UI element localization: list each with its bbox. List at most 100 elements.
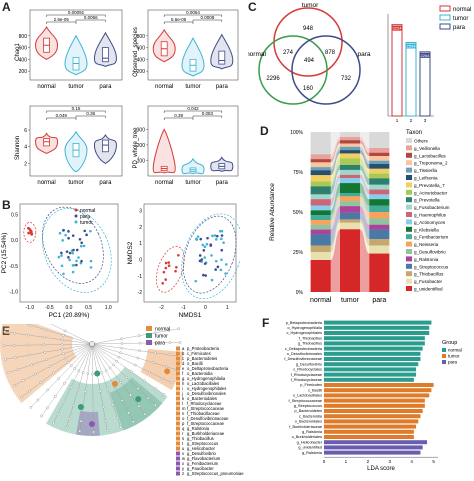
clado-item-code-k: k [182, 396, 185, 401]
setbar-xtick-2: 3 [424, 118, 427, 123]
abundance-legend-key-11 [406, 219, 412, 225]
nmds-point-para [199, 237, 203, 241]
setbar-legend-key-para [439, 23, 451, 30]
abundance-legend-key-4 [406, 167, 412, 173]
violin-xlabel-normal-2: normal [37, 180, 55, 186]
abundance-legend-key-20 [406, 286, 412, 291]
clado-node [130, 370, 133, 373]
clado-item-key-d [176, 361, 180, 366]
lda-label-10: f_Rhodocyclaceae [291, 373, 322, 377]
pca-point-tumor [58, 231, 62, 235]
violin-ylabel-0: Chao1 [15, 43, 21, 61]
abundance-bar-normal-14 [310, 220, 331, 225]
violin-ylabel-2: Shannon [15, 136, 21, 160]
nmds-ytick-2: 0 [139, 258, 142, 264]
clado-item-z: g_Streptococcus_pneumoniae [187, 471, 244, 476]
abundance-bar-para-4 [369, 160, 390, 164]
pca-legend-para: para [80, 214, 90, 220]
panel-label-b: B [2, 198, 11, 212]
venn-region-normal_only: 2296 [266, 76, 280, 82]
pca-xtick-3: 0.5 [85, 305, 92, 311]
violin-tumor-0 [64, 34, 88, 76]
clado-sector-normal-b [140, 348, 184, 390]
clado-node [167, 329, 171, 332]
clado-item-h: o_Lactobacillales [187, 381, 219, 386]
lda-bar-13 [324, 388, 432, 393]
abundance-bar-para-13 [369, 205, 390, 212]
abundance-legend-key-7 [406, 189, 412, 195]
pca-point-para [62, 228, 65, 232]
clado-node [62, 352, 65, 356]
clado-item-code-o: o [182, 416, 185, 421]
clado-node [138, 349, 141, 352]
abundance-legend-key-15 [406, 249, 412, 254]
lda-label-6: o_Desulfovibrionales [287, 352, 322, 356]
abundance-bar-normal-19 [310, 252, 331, 260]
clado-legend-normal: normal [155, 327, 170, 333]
pval-bracket-2-0 [46, 117, 77, 120]
abundance-bar-para-8 [369, 178, 390, 185]
clado-branch [66, 343, 93, 429]
clado-item-w: g_Flavobacterium [187, 456, 221, 461]
venn-label-para: para [357, 51, 370, 58]
clado-item-code-s: s [182, 436, 184, 441]
abundance-legend-key-9 [406, 204, 412, 210]
pval-label-3-0: 0.39 [174, 113, 183, 118]
clado-item-key-o [176, 416, 180, 421]
nmds-point-para [202, 273, 205, 277]
pval-label-2-0: 0.049 [56, 113, 68, 118]
abundance-bar-normal-16 [310, 229, 331, 235]
abundance-bar-tumor-6 [340, 153, 360, 159]
lda-label-25: g_Ralstonia [302, 451, 323, 455]
pval-label-0-2: 0.0056 [84, 15, 98, 20]
lda-bar-9 [324, 367, 417, 372]
clado-node [3, 330, 7, 334]
pca-xtick-4: 1.0 [105, 305, 112, 311]
clado-branch [91, 342, 180, 345]
clado-item-n: f_Thiobacillaceae [187, 411, 220, 416]
clado-node [43, 351, 47, 354]
clado-node [92, 430, 95, 434]
clado-node [115, 359, 118, 363]
abundance-ytick-3: 75% [293, 170, 304, 176]
clado-node [21, 379, 25, 382]
lda-bar-1 [324, 325, 430, 330]
lda-bar-6 [324, 351, 421, 356]
venn-label-tumor: tumor [302, 2, 319, 9]
clado-highlight-node-3 [164, 368, 171, 375]
clado-node [13, 384, 16, 387]
pca-point-tumor [89, 259, 93, 263]
pca-point-para [85, 233, 88, 237]
clado-legend-para: para [155, 341, 165, 347]
abundance-bar-tumor-1 [340, 136, 360, 141]
clado-node [116, 416, 119, 420]
clado-node [66, 360, 70, 364]
clado-item-code-u: u [182, 446, 185, 451]
clado-item-key-j [176, 391, 180, 396]
abundance-legend-13: g_Fenibacterium [414, 235, 448, 240]
clado-node [120, 399, 124, 402]
clado-branch [30, 343, 93, 408]
abundance-legend-12: g_Klebsiella [414, 227, 439, 232]
abundance-bar-normal-17 [310, 234, 331, 246]
lda-bar-3 [324, 336, 425, 341]
clado-item-key-n [176, 411, 180, 416]
clado-node [71, 403, 75, 407]
pca-ytick-2: 0.0 [11, 238, 18, 244]
abundance-legend-5: g_Leifsonia [414, 176, 438, 181]
clado-item-key-r [176, 431, 180, 436]
clado-node [62, 333, 65, 337]
clado-item-code-r: r [182, 431, 184, 436]
clado-node [154, 351, 157, 355]
clado-node [106, 388, 109, 391]
pca-point-tumor [71, 251, 75, 255]
abundance-taxon-title: Taxon [406, 130, 422, 136]
violin-plots: Chao1 200 400 600 800 normal tumor para 2.9e-05 0… [15, 9, 239, 186]
clado-item-g: o_Hydrogenophilalia [187, 376, 226, 381]
clado-node [138, 341, 142, 345]
clado-node [129, 393, 132, 397]
clado-node [104, 419, 107, 423]
clado-node [45, 358, 48, 361]
clado-node [60, 343, 64, 346]
